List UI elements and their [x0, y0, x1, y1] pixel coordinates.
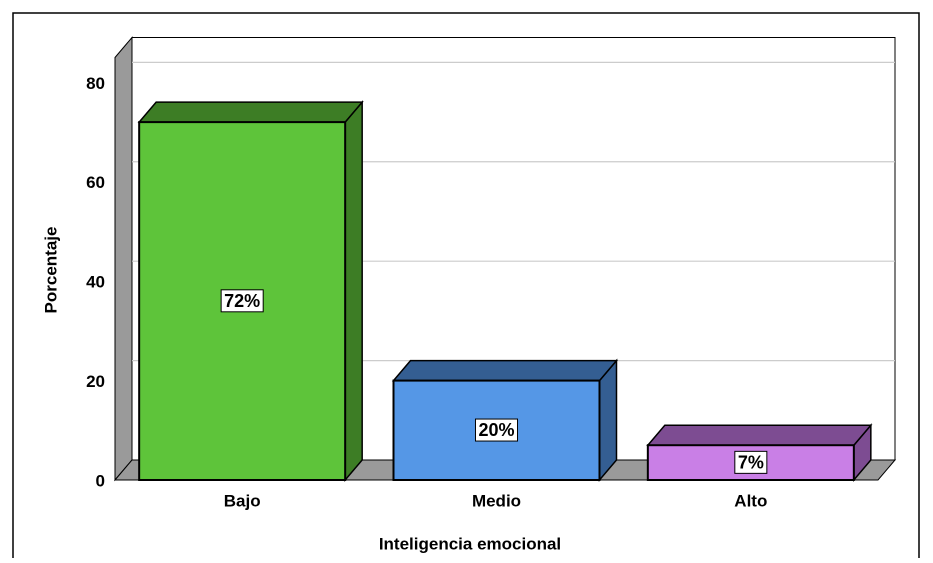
value-label-box	[220, 289, 264, 313]
bar-side	[344, 100, 363, 483]
x-tick-label: Alto	[734, 491, 767, 510]
value-label: 20%	[478, 420, 514, 440]
y-tick-label: 60	[86, 173, 105, 192]
left-wall	[114, 36, 133, 482]
y-tick-label: 0	[96, 471, 105, 490]
x-tick-label: Bajo	[224, 491, 261, 510]
bar-top	[137, 101, 364, 123]
value-label: 7%	[738, 452, 764, 472]
value-label-box	[474, 418, 519, 442]
y-tick-label: 40	[86, 273, 105, 292]
value-label: 72%	[224, 291, 260, 311]
y-tick-label: 80	[86, 74, 105, 93]
y-tick-label: 20	[86, 372, 105, 391]
bar-top	[391, 359, 619, 382]
x-axis-label: Inteligencia emocional	[379, 534, 561, 553]
bar-top	[646, 424, 873, 446]
value-label-box	[734, 450, 768, 474]
x-tick-label: Medio	[472, 491, 521, 510]
y-axis-label: Porcentaje	[41, 227, 60, 314]
